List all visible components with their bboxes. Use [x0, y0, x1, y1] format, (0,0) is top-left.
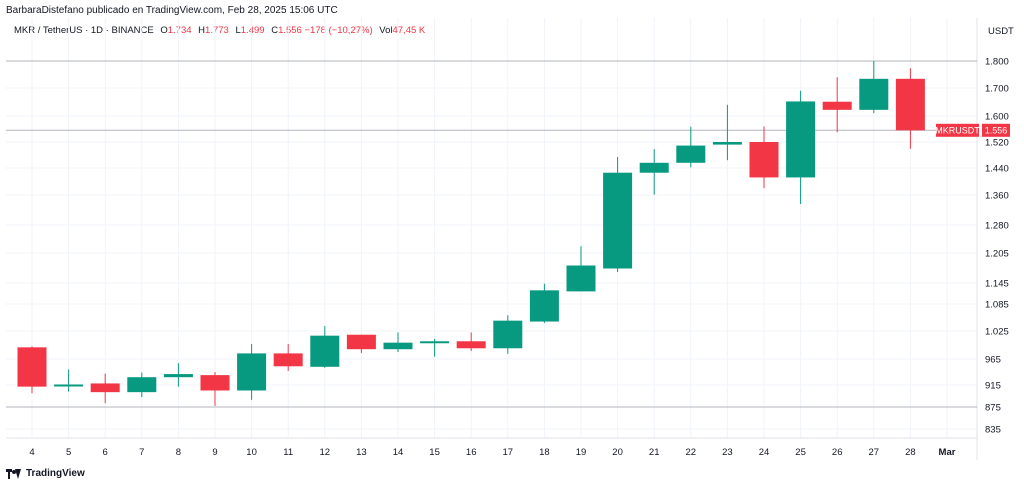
y-tick-label: 1.600 [985, 112, 1009, 123]
volume-value: 47,45 K [392, 25, 426, 36]
candle-body [237, 353, 267, 391]
y-tick-label: 1.280 [985, 221, 1009, 232]
y-tick-label: 1.440 [985, 164, 1009, 175]
axis-currency[interactable]: USDT [988, 26, 1014, 37]
x-tick-label: 27 [869, 447, 880, 458]
y-tick-label: 1.800 [985, 57, 1009, 68]
y-tick-label: 1.360 [985, 191, 1009, 202]
y-tick-label: 1.520 [985, 138, 1009, 149]
x-tick-label: 8 [176, 447, 181, 458]
brand-name: TradingView [26, 468, 85, 479]
candle-body [603, 172, 633, 269]
symbol-price-tag [936, 123, 979, 137]
x-tick-label: 16 [466, 447, 477, 458]
candle-body [456, 341, 486, 349]
y-tick-label: 1.205 [985, 249, 1009, 260]
candle-body [749, 142, 779, 178]
x-tick-label: 21 [649, 447, 660, 458]
candle-body [786, 101, 816, 178]
x-tick-label: 24 [759, 447, 770, 458]
x-tick-label: 20 [612, 447, 623, 458]
high-label: H [198, 25, 206, 36]
y-tick-label: 835 [985, 425, 1001, 436]
x-tick-label: 25 [795, 447, 806, 458]
candle-body [676, 145, 706, 163]
candle-body [90, 383, 120, 393]
x-tick-label: 10 [246, 447, 257, 458]
x-tick-label: 9 [212, 447, 217, 458]
close-value: 1.556 [278, 25, 302, 36]
symbol-tag-label: MKRUSDT [935, 125, 980, 135]
close-label: C [271, 25, 279, 36]
candle-body [529, 290, 559, 322]
candle-body [54, 384, 84, 387]
open-label: O [160, 25, 168, 36]
candle-body [383, 342, 413, 350]
volume-label: Vol [379, 25, 393, 36]
publisher-line: BarbaraDistefano publicado en TradingVie… [6, 5, 338, 16]
x-tick-label: Mar [939, 447, 956, 458]
last-price-tag [982, 123, 1010, 137]
ohlc-legend: MKR / TetherUS · 1D · BINANCE O1.734 H1.… [14, 25, 425, 36]
candle-body [859, 78, 889, 110]
x-tick-label: 4 [29, 447, 34, 458]
x-tick-label: 11 [283, 447, 293, 458]
x-tick-label: 7 [139, 447, 144, 458]
open-value: 1.734 [167, 25, 192, 36]
change-value: −178 (−10,27%) [304, 25, 373, 36]
y-tick-label: 1.145 [985, 279, 1009, 290]
candle-body [17, 347, 47, 387]
x-tick-label: 13 [356, 447, 367, 458]
x-tick-label: 5 [66, 447, 71, 458]
candle-body [346, 334, 376, 350]
low-label: L [235, 25, 241, 36]
candle-body [639, 162, 669, 173]
candle-body [566, 265, 596, 292]
x-tick-label: 26 [832, 447, 843, 458]
y-tick-label: 915 [985, 381, 1001, 392]
candle-body [712, 142, 742, 145]
tradingview-brand[interactable]: TradingView [6, 468, 85, 479]
x-tick-label: 18 [539, 447, 550, 458]
tradingview-logo-icon [6, 468, 22, 479]
candle-body [420, 341, 450, 344]
candle-body [127, 377, 157, 393]
x-tick-label: 22 [686, 447, 697, 458]
symbol-label[interactable]: MKR / TetherUS · 1D · BINANCE [14, 25, 154, 36]
candle-body [200, 375, 230, 391]
y-tick-label: 1.700 [985, 84, 1009, 95]
candle-body [493, 320, 523, 349]
x-tick-label: 15 [429, 447, 440, 458]
y-tick-label: 875 [985, 403, 1001, 414]
x-tick-label: 23 [722, 447, 733, 458]
y-tick-label: 1.025 [985, 327, 1009, 338]
y-tick-label: 965 [985, 355, 1001, 366]
x-tick-label: 12 [320, 447, 331, 458]
candle-body [895, 78, 925, 131]
candle-body [310, 335, 340, 367]
candle-body [822, 101, 852, 110]
candle-body [273, 353, 303, 367]
low-value: 1.499 [240, 25, 265, 36]
high-value: 1.773 [205, 25, 229, 36]
x-tick-label: 19 [576, 447, 587, 458]
last-price-label: 1.556 [985, 125, 1008, 135]
x-tick-label: 17 [503, 447, 514, 458]
x-tick-label: 14 [393, 447, 404, 458]
x-tick-label: 6 [103, 447, 108, 458]
candle-body [163, 374, 193, 378]
y-tick-label: 1.085 [985, 300, 1009, 311]
x-tick-label: 28 [905, 447, 916, 458]
